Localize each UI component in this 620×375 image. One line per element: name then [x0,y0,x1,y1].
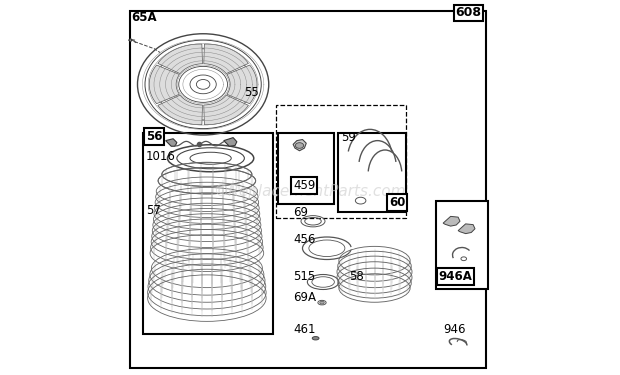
Polygon shape [204,95,249,125]
Polygon shape [227,65,257,104]
Text: 608: 608 [456,6,482,20]
Polygon shape [224,138,237,146]
Polygon shape [166,139,177,146]
Text: 60: 60 [389,196,405,209]
Text: 1016: 1016 [146,150,175,163]
Text: 55: 55 [244,86,259,99]
Polygon shape [158,95,203,125]
Text: 69: 69 [293,206,308,219]
Bar [277,105,405,218]
Bar [436,201,488,289]
Bar [278,133,334,204]
Text: 459: 459 [293,179,316,192]
Polygon shape [149,65,179,104]
Polygon shape [128,39,132,42]
Ellipse shape [312,337,319,340]
Polygon shape [458,224,475,234]
Polygon shape [204,44,249,74]
Text: 461: 461 [293,322,316,336]
Text: 59: 59 [341,131,356,144]
Polygon shape [158,44,203,74]
Text: 946: 946 [443,322,466,336]
Text: 58: 58 [350,270,364,283]
Bar [338,133,405,212]
Text: 57: 57 [146,204,161,218]
Polygon shape [443,216,460,226]
Polygon shape [293,140,306,151]
Text: 515: 515 [293,270,316,283]
Ellipse shape [295,143,304,148]
Ellipse shape [320,302,324,304]
Text: 69A: 69A [293,291,316,304]
Text: 56: 56 [146,130,162,143]
Bar [143,133,273,334]
Text: 456: 456 [293,232,316,246]
Text: 946A: 946A [438,270,472,283]
Text: 65A: 65A [131,11,156,24]
Text: ©ReplacementParts.com: ©ReplacementParts.com [214,184,406,199]
